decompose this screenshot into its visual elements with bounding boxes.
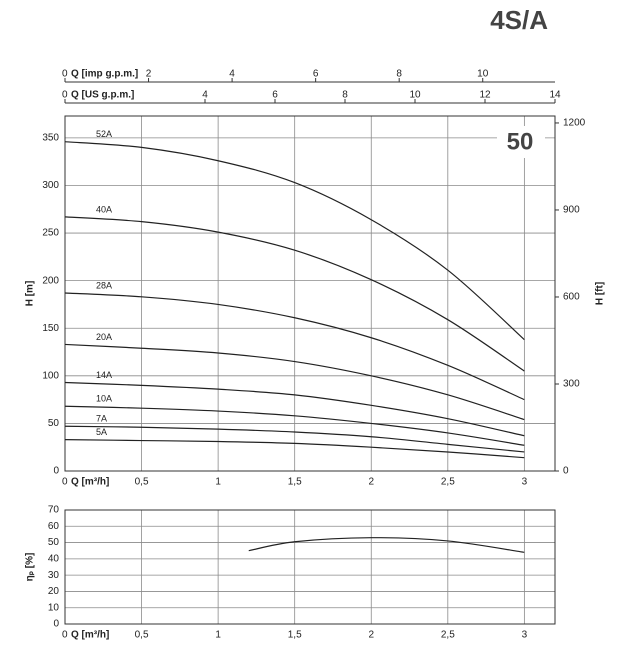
top-axis-tick-label: 8 — [396, 69, 402, 80]
y-tick-label: 20 — [48, 586, 60, 597]
plot-frame — [64, 115, 556, 472]
x-axis-label: Q [m³/h] — [71, 630, 109, 641]
top-axis-tick-label: 14 — [549, 90, 561, 101]
x-axis-label: Q [m³/h] — [71, 477, 109, 488]
x-tick-label: 1 — [215, 630, 221, 641]
y2-tick-label: 0 — [563, 466, 569, 477]
curve-label: 40A — [96, 204, 112, 214]
curve — [64, 381, 525, 437]
curve — [64, 405, 525, 446]
x-tick-label: 0,5 — [135, 630, 149, 641]
y-tick-label: 250 — [42, 228, 59, 239]
top-axis-tick-label: 10 — [409, 90, 421, 101]
badge-box — [497, 126, 545, 158]
curve — [64, 425, 525, 453]
y2-tick-label: 600 — [563, 292, 580, 303]
y-tick-label: 50 — [48, 418, 60, 429]
curve — [64, 216, 525, 372]
top-axis-tick-label: 4 — [229, 69, 235, 80]
chart-title: 4S/A — [490, 5, 548, 35]
x-tick-label: 0 — [62, 477, 68, 488]
curve — [64, 343, 525, 421]
x-tick-label: 2,5 — [441, 630, 455, 641]
y2-tick-label: 300 — [563, 379, 580, 390]
curve — [64, 438, 525, 459]
x-tick-label: 1,5 — [288, 630, 302, 641]
curve-label: 7A — [96, 414, 107, 424]
y-axis-label: H [m] — [25, 281, 36, 307]
top-axis-label: Q [imp g.p.m.] — [71, 69, 138, 80]
badge: 50 — [507, 128, 534, 155]
top-axis-tick-label: 8 — [342, 90, 348, 101]
x-tick-label: 3 — [522, 477, 528, 488]
x-tick-label: 0 — [62, 630, 68, 641]
top-axis-tick-label: 0 — [62, 90, 68, 101]
curve-label: 20A — [96, 332, 112, 342]
y-tick-label: 70 — [48, 505, 60, 516]
y2-tick-label: 1200 — [563, 118, 586, 129]
curve — [248, 537, 525, 553]
curve-label: 10A — [96, 394, 112, 404]
x-tick-label: 1 — [215, 477, 221, 488]
curve-label: 14A — [96, 370, 112, 380]
x-tick-label: 0,5 — [135, 477, 149, 488]
y-tick-label: 10 — [48, 602, 60, 613]
curve — [64, 141, 525, 341]
y-tick-label: 350 — [42, 133, 59, 144]
top-axis-tick-label: 6 — [272, 90, 278, 101]
top-axis-tick-label: 6 — [313, 69, 319, 80]
y-tick-label: 200 — [42, 275, 59, 286]
top-axis-label: Q [US g.p.m.] — [71, 90, 134, 101]
curve-label: 52A — [96, 129, 112, 139]
y-tick-label: 300 — [42, 180, 59, 191]
y-tick-label: 100 — [42, 370, 59, 381]
y-tick-label: 50 — [48, 537, 60, 548]
y-tick-label: 60 — [48, 521, 60, 532]
top-axis-tick-label: 4 — [202, 90, 208, 101]
top-axis-tick-label: 0 — [62, 69, 68, 80]
x-tick-label: 2 — [368, 630, 374, 641]
plot-frame — [64, 509, 556, 625]
y2-axis-label: H [ft] — [595, 282, 606, 305]
y2-tick-label: 900 — [563, 205, 580, 216]
top-axis-tick-label: 2 — [146, 69, 152, 80]
curve — [64, 292, 525, 401]
y-tick-label: 0 — [53, 619, 59, 630]
y-tick-label: 30 — [48, 570, 60, 581]
x-tick-label: 2 — [368, 477, 374, 488]
y-axis-label: ηₚ [%] — [25, 553, 36, 582]
x-tick-label: 1,5 — [288, 477, 302, 488]
curve-label: 5A — [96, 427, 107, 437]
top-axis-tick-label: 10 — [477, 69, 489, 80]
y-tick-label: 40 — [48, 553, 60, 564]
curve-label: 28A — [96, 280, 112, 290]
y-tick-label: 150 — [42, 323, 59, 334]
y-tick-label: 0 — [53, 466, 59, 477]
top-axis-tick-label: 12 — [479, 90, 491, 101]
x-tick-label: 2,5 — [441, 477, 455, 488]
x-tick-label: 3 — [522, 630, 528, 641]
